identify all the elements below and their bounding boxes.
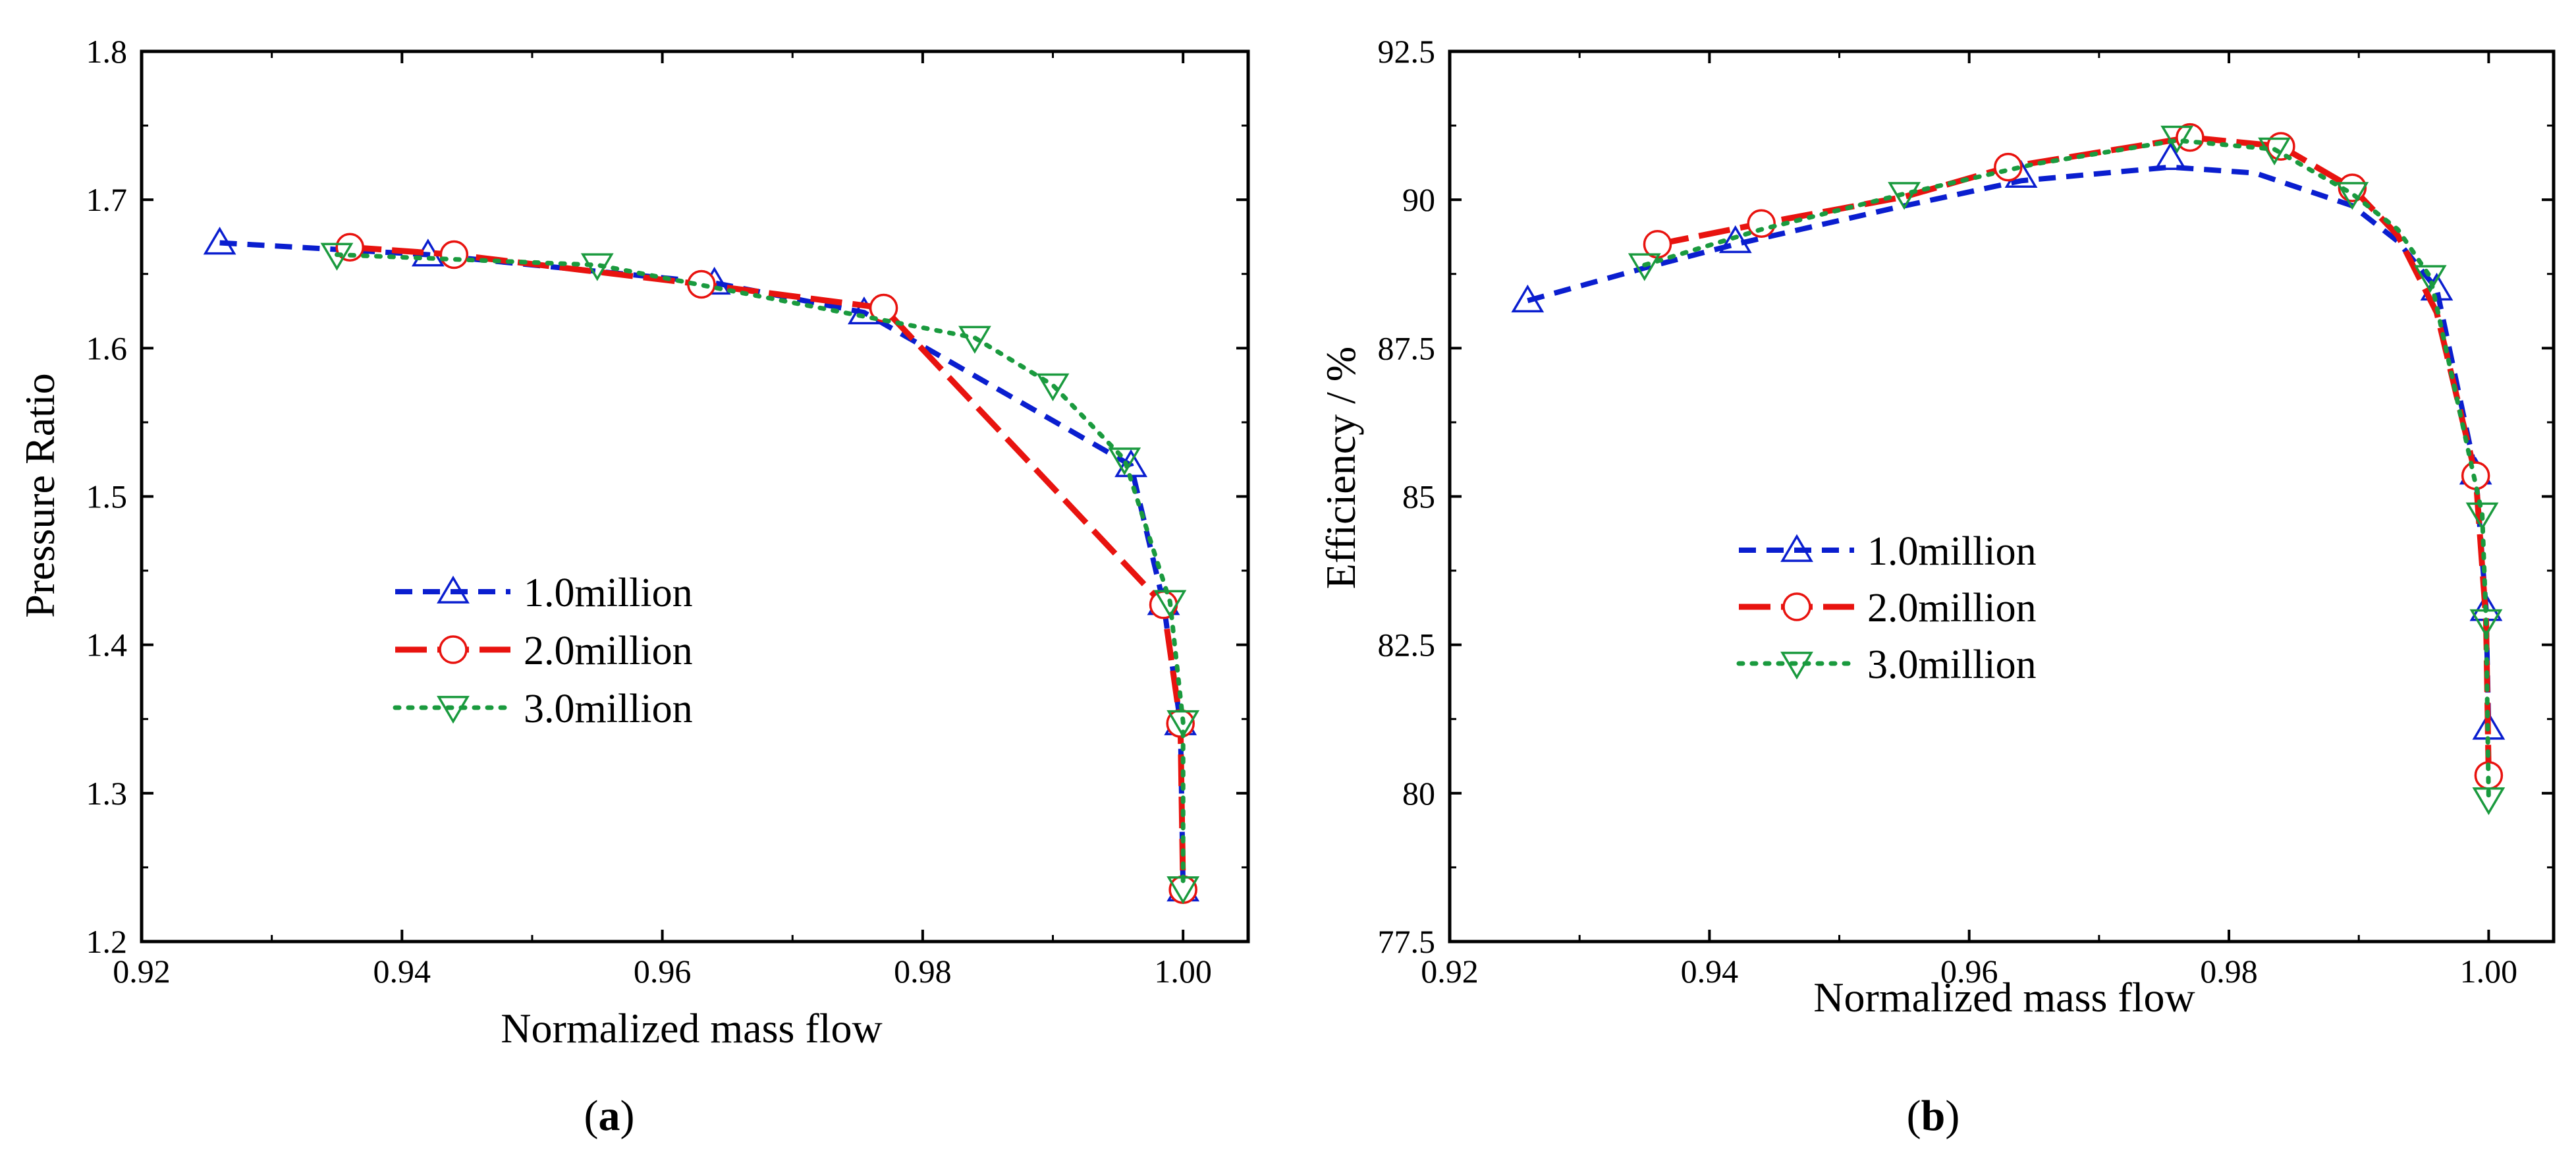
series-layer <box>203 227 1200 905</box>
legend: 1.0million 2.0million 3.0million <box>1736 529 2037 687</box>
plot-frame <box>1448 49 2556 944</box>
axis-ticks: 0.92 0.94 0.96 0.98 1.00 77.5 80 82.5 85 87.5 90 92… <box>1378 33 2554 990</box>
y-tick-label: 1.6 <box>86 329 128 366</box>
x-tick-label: 1.00 <box>2460 953 2518 990</box>
panel-label-b: (b) <box>1907 1092 1960 1140</box>
legend-label: 1.0million <box>524 571 693 615</box>
data-point-3.0million <box>1153 590 1187 618</box>
y-tick-label: 85 <box>1402 478 1435 515</box>
legend-marker <box>1780 534 1813 562</box>
y-tick-label: 92.5 <box>1378 33 1436 70</box>
y-tick-label: 82.5 <box>1378 627 1436 663</box>
x-tick-label: 0.96 <box>634 953 692 990</box>
series-line-3.0million <box>335 252 1186 891</box>
data-point-3.0million <box>958 325 991 354</box>
panel-label-letter: a <box>599 1092 620 1140</box>
data-point-1.0million <box>203 227 236 255</box>
legend-label: 3.0million <box>524 687 693 731</box>
x-tick-label: 0.98 <box>894 953 952 990</box>
legend-marker <box>437 575 470 604</box>
axis-ticks: 0.92 0.94 0.96 0.98 1.00 1.2 1.3 1.4 1.5 1.6 1.7 1.… <box>86 33 1248 990</box>
data-point-3.0million <box>2465 502 2499 530</box>
chart-panel-b: 0.92 0.94 0.96 0.98 1.00 77.5 80 82.5 85 87.5 90 92… <box>1317 33 2556 1140</box>
data-point-3.0million <box>2336 182 2369 210</box>
data-point-3.0million <box>1628 253 1661 281</box>
data-point-3.0million <box>2160 125 2194 154</box>
y-tick-label: 1.5 <box>86 478 128 515</box>
legend-marker <box>1782 592 1811 621</box>
y-tick-label: 1.4 <box>86 627 128 663</box>
y-axis-title: Efficiency / % <box>1317 347 1364 589</box>
series-layer <box>1511 123 2506 816</box>
series-line-1.0million <box>219 240 1186 890</box>
y-axis-title: Pressure Ratio <box>16 373 63 618</box>
y-tick-label: 87.5 <box>1378 329 1436 366</box>
x-axis-title: Normalized mass flow <box>1813 974 2195 1021</box>
series-line-2.0million <box>1657 134 2492 776</box>
y-tick-label: 77.5 <box>1378 923 1436 960</box>
data-point-3.0million <box>1166 710 1200 739</box>
data-point-3.0million <box>1888 182 1921 210</box>
plot-frame <box>140 49 1250 944</box>
series-line-2.0million <box>349 244 1186 890</box>
y-tick-label: 1.3 <box>86 775 128 812</box>
series-line-3.0million <box>1642 138 2491 802</box>
x-tick-label: 0.98 <box>2200 953 2258 990</box>
data-point-1.0million <box>1511 284 1545 313</box>
legend-label: 1.0million <box>1867 529 2037 574</box>
data-point-3.0million <box>1036 373 1070 401</box>
y-tick-label: 90 <box>1402 181 1435 218</box>
data-point-3.0million <box>2472 787 2506 816</box>
chart-panel-a: 0.92 0.94 0.96 0.98 1.00 1.2 1.3 1.4 1.5 1.6 1.7 1.… <box>16 33 1250 1140</box>
x-tick-label: 0.96 <box>1940 953 1998 990</box>
panel-label-a: (a) <box>584 1092 635 1140</box>
legend-label: 3.0million <box>1867 642 2037 687</box>
data-point-3.0million <box>1166 876 1200 905</box>
x-tick-label: 0.94 <box>1681 953 1739 990</box>
data-point-3.0million <box>320 242 354 271</box>
panel-label-letter: b <box>1921 1092 1946 1140</box>
legend-marker <box>1780 652 1813 680</box>
y-tick-label: 1.8 <box>86 33 128 70</box>
x-axis-title: Normalized mass flow <box>501 1005 882 1052</box>
data-point-3.0million <box>2469 609 2503 637</box>
legend-marker <box>437 696 470 724</box>
data-point-2.0million <box>1747 209 1776 238</box>
legend-marker <box>439 635 468 664</box>
data-point-2.0million <box>439 240 469 269</box>
data-point-3.0million <box>2258 137 2291 165</box>
data-point-2.0million <box>687 269 716 299</box>
data-point-1.0million <box>2154 142 2187 171</box>
legend-label: 2.0million <box>524 629 693 673</box>
x-tick-label: 1.00 <box>1154 953 1212 990</box>
y-tick-label: 80 <box>1402 775 1435 812</box>
data-point-3.0million <box>580 253 614 281</box>
x-tick-label: 0.92 <box>1421 953 1479 990</box>
x-tick-label: 0.94 <box>373 953 431 990</box>
legend: 1.0million 2.0million 3.0million <box>393 571 693 731</box>
data-point-3.0million <box>2413 265 2447 293</box>
legend-label: 2.0million <box>1867 586 2037 631</box>
y-tick-label: 1.7 <box>86 181 128 218</box>
y-tick-label: 1.2 <box>86 923 128 960</box>
data-point-3.0million <box>1108 447 1141 476</box>
data-point-1.0million <box>1718 225 1752 254</box>
x-tick-label: 0.92 <box>113 953 171 990</box>
